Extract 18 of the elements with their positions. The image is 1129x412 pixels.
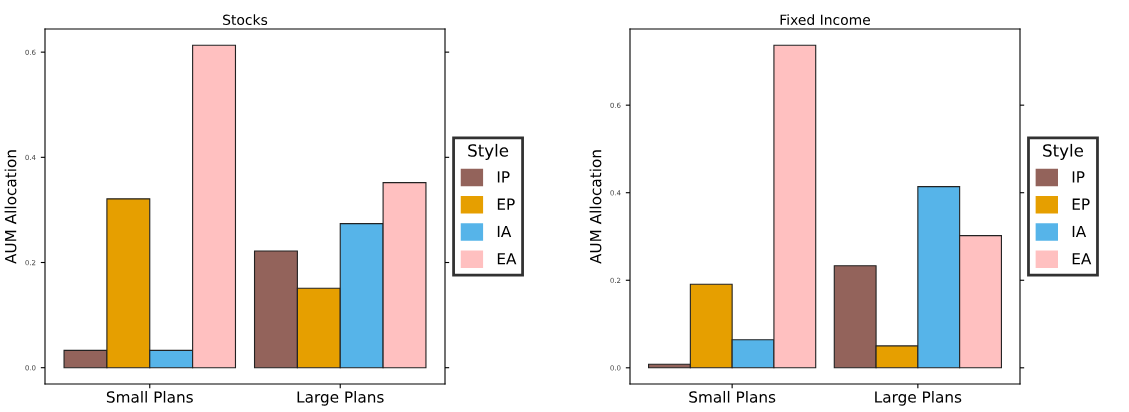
x-tick-label: Small Plans: [689, 390, 776, 403]
legend-label: EA: [497, 253, 517, 265]
x-tick-label: Small Plans: [106, 390, 193, 403]
x-tick-label: Large Plans: [297, 390, 384, 406]
legend-label: IA: [1072, 225, 1087, 238]
legend-label: IP: [1072, 171, 1085, 183]
chart-title: Fixed Income: [780, 14, 871, 26]
legend-label: EP: [497, 198, 515, 210]
legend-label: EP: [1072, 198, 1090, 210]
legend-label: IA: [497, 225, 512, 238]
chart-title: Stocks: [223, 14, 268, 26]
legend-title: Style: [1043, 143, 1084, 161]
y-axis-title: AUM Allocation: [589, 150, 602, 264]
x-tick-label: Large Plans: [875, 390, 962, 406]
legend-label: EA: [1072, 253, 1092, 265]
legend-title: Style: [468, 143, 509, 161]
legend-label: IP: [497, 171, 510, 183]
y-axis-title: AUM Allocation: [4, 150, 17, 264]
